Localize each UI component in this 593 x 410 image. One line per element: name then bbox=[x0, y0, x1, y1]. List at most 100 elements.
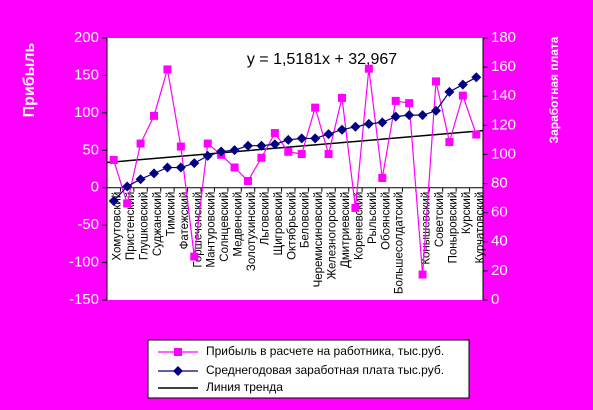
data-point bbox=[123, 199, 132, 208]
x-tick-label: Курчатовский bbox=[474, 192, 486, 264]
y-tick-label: 200 bbox=[74, 29, 99, 46]
data-point bbox=[244, 176, 252, 185]
y-tick-label: -100 bbox=[69, 254, 99, 271]
data-point bbox=[457, 79, 468, 90]
data-point bbox=[337, 124, 347, 135]
x-tick-label: Льговский bbox=[259, 192, 271, 246]
y2-tick-label: 160 bbox=[491, 58, 516, 75]
legend-marker bbox=[173, 366, 183, 376]
x-tick-label: Мантуровский bbox=[206, 192, 218, 268]
x-tick-label: Щигровский bbox=[273, 192, 285, 256]
data-point bbox=[472, 130, 481, 139]
data-point bbox=[122, 181, 133, 192]
x-tick-label: Курский bbox=[461, 192, 473, 234]
x-tick-label: Железногорский bbox=[327, 192, 339, 280]
y2-tick-label: 140 bbox=[491, 87, 516, 104]
trend-equation: y = 1,5181x + 32,967 bbox=[247, 51, 397, 68]
x-tick-label: Солнцевский bbox=[219, 192, 231, 262]
data-point bbox=[432, 77, 440, 86]
data-point bbox=[190, 252, 199, 261]
x-tick-label: Большесолдатский bbox=[394, 192, 406, 294]
data-point bbox=[149, 168, 159, 179]
legend bbox=[147, 339, 470, 399]
data-point bbox=[284, 147, 293, 156]
x-tick-label: Медвенский bbox=[233, 192, 245, 257]
y2-tick-label: 180 bbox=[491, 29, 516, 46]
data-point bbox=[351, 203, 360, 212]
data-point bbox=[283, 134, 294, 145]
data-point bbox=[377, 117, 388, 128]
x-tick-label: Тимский bbox=[165, 192, 177, 236]
trend-line bbox=[106, 129, 484, 164]
data-point bbox=[176, 142, 185, 151]
y-tick-label: -150 bbox=[69, 291, 99, 308]
x-tick-label: Октябрьский bbox=[286, 192, 298, 260]
data-point bbox=[136, 139, 145, 148]
data-point bbox=[162, 162, 173, 173]
y2-tick-label: 60 bbox=[491, 204, 508, 221]
data-point bbox=[109, 156, 118, 165]
data-point bbox=[418, 270, 427, 279]
x-tick-label: Советский bbox=[434, 192, 446, 247]
legend-label: Прибыль в расчете на работника, тыс.руб. bbox=[206, 344, 444, 358]
y2-tick-label: 120 bbox=[491, 116, 516, 133]
x-tick-label: Конышевский bbox=[421, 192, 433, 265]
y2-tick-label: 0 bbox=[491, 291, 499, 308]
data-point bbox=[135, 174, 146, 185]
data-point bbox=[189, 158, 200, 169]
y2-tick-label: 20 bbox=[491, 262, 508, 279]
x-tick-label: Суджанский bbox=[152, 192, 164, 256]
data-point bbox=[445, 138, 454, 147]
y2-tick-label: 40 bbox=[491, 233, 508, 250]
series-line bbox=[113, 68, 477, 275]
data-point bbox=[338, 93, 346, 102]
y2-tick-label: 100 bbox=[491, 145, 516, 162]
data-point bbox=[256, 140, 267, 151]
data-point bbox=[175, 162, 186, 173]
data-point bbox=[150, 111, 158, 120]
x-tick-label: Дмитриевский bbox=[340, 192, 352, 268]
x-tick-label: Золотухинский bbox=[246, 192, 258, 271]
data-point bbox=[257, 153, 266, 162]
data-point bbox=[311, 103, 320, 112]
data-point bbox=[243, 140, 253, 151]
x-tick-label: Обоянский bbox=[380, 192, 392, 250]
y-tick-label: 50 bbox=[82, 141, 99, 158]
x-tick-label: Беловский bbox=[300, 192, 312, 248]
series-line bbox=[113, 76, 477, 202]
data-point bbox=[216, 146, 227, 157]
y-tick-label: -50 bbox=[77, 216, 99, 233]
data-point bbox=[405, 99, 414, 108]
legend-label: Среднегодовая заработная плата тыс.руб. bbox=[206, 363, 444, 377]
data-point bbox=[108, 196, 119, 207]
data-point bbox=[364, 64, 373, 73]
x-tick-label: Поныровский bbox=[447, 192, 459, 264]
x-tick-label: Черемисиновский bbox=[313, 192, 325, 288]
data-point bbox=[363, 118, 374, 129]
data-point bbox=[431, 105, 441, 116]
data-point bbox=[350, 121, 361, 132]
x-tick-label: Глушковский bbox=[139, 192, 151, 260]
data-point bbox=[229, 145, 240, 156]
data-point bbox=[203, 139, 212, 148]
legend-marker bbox=[174, 348, 182, 356]
data-point bbox=[163, 65, 172, 74]
y-tick-label: 0 bbox=[91, 179, 99, 196]
x-tick-label: Пристенский bbox=[125, 192, 137, 260]
data-point bbox=[444, 86, 455, 97]
y-axis-title: Прибыль bbox=[21, 43, 38, 118]
data-point bbox=[296, 133, 307, 144]
y-tick-label: 100 bbox=[74, 104, 99, 121]
data-point bbox=[391, 96, 400, 105]
x-tick-label: Фатежский bbox=[179, 192, 191, 250]
data-point bbox=[458, 91, 467, 100]
data-point bbox=[202, 150, 213, 161]
data-point bbox=[323, 129, 334, 140]
data-point bbox=[269, 139, 280, 150]
x-tick-label: Рыльский bbox=[367, 192, 379, 244]
y-tick-label: 150 bbox=[74, 66, 99, 83]
data-point bbox=[230, 163, 239, 172]
y2-tick-label: 80 bbox=[491, 175, 508, 192]
legend-label: Линия тренда bbox=[206, 380, 283, 394]
